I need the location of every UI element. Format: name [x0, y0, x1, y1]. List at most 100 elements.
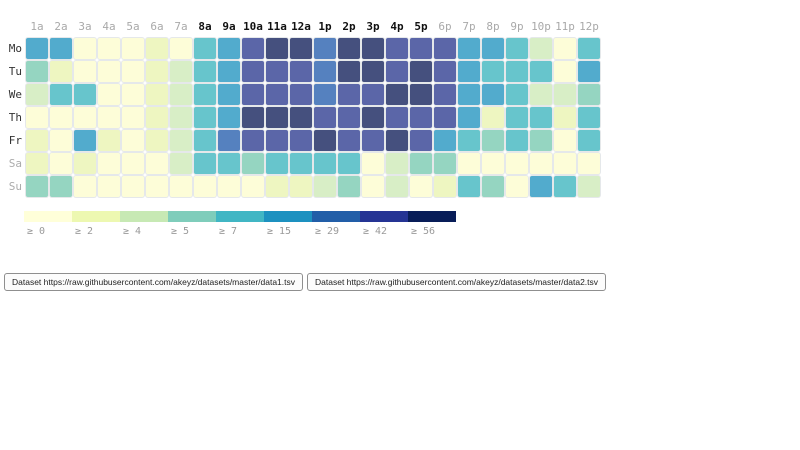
heatmap-cell-we-5a	[122, 84, 144, 105]
heatmap-cell-we-6p	[434, 84, 456, 105]
heatmap-cell-tu-4p	[386, 61, 408, 82]
heatmap-cell-we-6a	[146, 84, 168, 105]
heatmap-cell-su-9p	[506, 176, 528, 197]
legend-label-7: ≥ 42	[363, 226, 388, 237]
heatmap-cell-su-11a	[266, 176, 288, 197]
heatmap-cell-tu-11p	[554, 61, 576, 82]
heatmap-cell-th-1p	[314, 107, 336, 128]
heatmap-cell-th-7a	[170, 107, 192, 128]
day-label-we: We	[8, 88, 22, 101]
heatmap-cell-tu-3a	[74, 61, 96, 82]
heatmap-cell-mo-1a	[26, 38, 48, 59]
heatmap-cell-tu-7p	[458, 61, 480, 82]
legend-label-8: ≥ 56	[411, 226, 436, 237]
heatmap-cell-su-3a	[74, 176, 96, 197]
heatmap-cell-th-11p	[554, 107, 576, 128]
heatmap-cell-tu-4a	[98, 61, 120, 82]
hour-label-4p: 4p	[390, 20, 404, 33]
heatmap-cell-fr-4a	[98, 130, 120, 151]
hour-label-5a: 5a	[126, 20, 140, 33]
heatmap-cell-sa-7p	[458, 153, 480, 174]
heatmap-cell-fr-11p	[554, 130, 576, 151]
heatmap-cell-sa-11a	[266, 153, 288, 174]
heatmap-cell-tu-8a	[194, 61, 216, 82]
hour-label-10p: 10p	[531, 20, 551, 33]
heatmap-cell-th-5p	[410, 107, 432, 128]
heatmap-cell-su-10a	[242, 176, 264, 197]
heatmap-cell-su-6a	[146, 176, 168, 197]
heatmap-cell-su-4p	[386, 176, 408, 197]
heatmap-cell-sa-3a	[74, 153, 96, 174]
heatmap-cell-th-12a	[290, 107, 312, 128]
heatmap-cell-fr-6a	[146, 130, 168, 151]
dataset-1-button[interactable]: Dataset https://raw.githubusercontent.co…	[4, 273, 304, 292]
heatmap-cell-mo-11p	[554, 38, 576, 59]
hour-label-9a: 9a	[222, 20, 236, 33]
hour-label-2p: 2p	[342, 20, 356, 33]
heatmap-cell-sa-12p	[578, 153, 600, 174]
hour-label-9p: 9p	[510, 20, 524, 33]
legend-label-4: ≥ 7	[219, 226, 238, 237]
dataset-2-button[interactable]: Dataset https://raw.githubusercontent.co…	[307, 273, 607, 292]
legend-swatch-2	[120, 211, 168, 222]
heatmap-cell-su-2p	[338, 176, 360, 197]
heatmap-cell-we-4a	[98, 84, 120, 105]
heatmap-cell-mo-2p	[338, 38, 360, 59]
legend-label-3: ≥ 5	[171, 226, 190, 237]
heatmap-cell-fr-3p	[362, 130, 384, 151]
heatmap-cell-fr-2p	[338, 130, 360, 151]
heatmap-cell-fr-3a	[74, 130, 96, 151]
hour-label-5p: 5p	[414, 20, 428, 33]
heatmap-cell-we-10p	[530, 84, 552, 105]
legend-label-5: ≥ 15	[267, 226, 292, 237]
heatmap-cell-mo-1p	[314, 38, 336, 59]
heatmap-cell-mo-5p	[410, 38, 432, 59]
hour-label-1p: 1p	[318, 20, 332, 33]
hour-label-12p: 12p	[579, 20, 599, 33]
heatmap-cell-su-5a	[122, 176, 144, 197]
heatmap-cell-th-7p	[458, 107, 480, 128]
hour-label-6p: 6p	[438, 20, 452, 33]
heatmap-cell-sa-2p	[338, 153, 360, 174]
heatmap-cell-tu-6p	[434, 61, 456, 82]
heatmap-cell-fr-8p	[482, 130, 504, 151]
heatmap-cell-we-11a	[266, 84, 288, 105]
day-hour-heatmap	[26, 38, 600, 197]
hour-label-11a: 11a	[267, 20, 287, 33]
heatmap-cell-tu-5p	[410, 61, 432, 82]
dataset-switcher: Dataset https://raw.githubusercontent.co…	[4, 273, 607, 292]
heatmap-cell-we-8p	[482, 84, 504, 105]
heatmap-cell-sa-5p	[410, 153, 432, 174]
hour-label-7p: 7p	[462, 20, 476, 33]
heatmap-cell-th-12p	[578, 107, 600, 128]
heatmap-cell-mo-10a	[242, 38, 264, 59]
heatmap-cell-su-12p	[578, 176, 600, 197]
heatmap-cell-mo-9a	[218, 38, 240, 59]
heatmap-cell-tu-1a	[26, 61, 48, 82]
heatmap-cell-fr-12a	[290, 130, 312, 151]
heatmap-cell-sa-4a	[98, 153, 120, 174]
heatmap-cell-we-2p	[338, 84, 360, 105]
heatmap-cell-mo-8a	[194, 38, 216, 59]
heatmap-cell-fr-10p	[530, 130, 552, 151]
heatmap-cell-sa-7a	[170, 153, 192, 174]
heatmap-cell-tu-12a	[290, 61, 312, 82]
heatmap-cell-su-11p	[554, 176, 576, 197]
legend-swatch-0	[24, 211, 72, 222]
heatmap-cell-sa-8a	[194, 153, 216, 174]
legend-labels: ≥ 0 ≥ 2 ≥ 4 ≥ 5 ≥ 7 ≥ 15 ≥ 29 ≥ 42 ≥ 56	[24, 226, 456, 237]
heatmap-cell-su-10p	[530, 176, 552, 197]
heatmap-cell-mo-3p	[362, 38, 384, 59]
legend-label-0: ≥ 0	[27, 226, 46, 237]
day-axis: Mo Tu We Th Fr Sa Su	[0, 38, 22, 197]
heatmap-cell-sa-10p	[530, 153, 552, 174]
day-label-fr: Fr	[8, 134, 22, 147]
heatmap-cell-fr-6p	[434, 130, 456, 151]
heatmap-cell-th-2a	[50, 107, 72, 128]
heatmap-cell-sa-9p	[506, 153, 528, 174]
heatmap-cell-sa-8p	[482, 153, 504, 174]
legend-swatch-7	[360, 211, 408, 222]
heatmap-cell-th-3a	[74, 107, 96, 128]
heatmap-cell-th-9p	[506, 107, 528, 128]
heatmap-cell-fr-9p	[506, 130, 528, 151]
